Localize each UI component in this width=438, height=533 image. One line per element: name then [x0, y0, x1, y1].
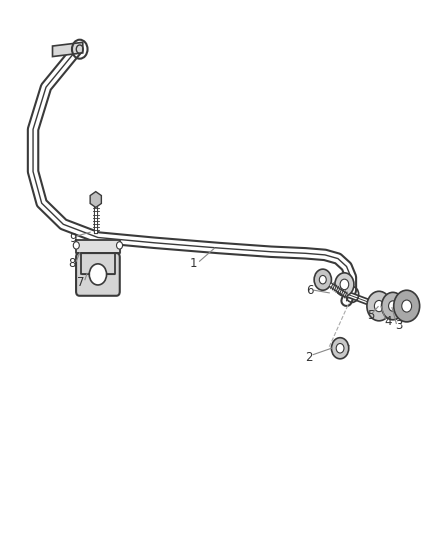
- Circle shape: [340, 279, 349, 290]
- Text: 1: 1: [189, 257, 197, 270]
- Circle shape: [332, 338, 349, 359]
- Text: 9: 9: [69, 232, 77, 245]
- Text: 6: 6: [306, 284, 314, 297]
- Circle shape: [381, 292, 404, 320]
- Circle shape: [394, 290, 420, 322]
- Circle shape: [374, 301, 384, 312]
- Text: 5: 5: [367, 309, 374, 322]
- Text: 4: 4: [384, 315, 392, 328]
- Circle shape: [367, 292, 391, 321]
- Circle shape: [389, 301, 397, 311]
- FancyBboxPatch shape: [76, 253, 120, 296]
- Circle shape: [89, 264, 106, 285]
- Circle shape: [319, 276, 326, 284]
- Circle shape: [335, 273, 354, 296]
- Polygon shape: [76, 240, 120, 274]
- Text: 2: 2: [305, 351, 313, 364]
- Circle shape: [402, 300, 412, 312]
- Text: 3: 3: [395, 319, 403, 332]
- Circle shape: [314, 269, 332, 290]
- Circle shape: [117, 241, 123, 249]
- Polygon shape: [53, 42, 83, 56]
- Text: 7: 7: [77, 276, 85, 289]
- Text: 8: 8: [68, 257, 76, 270]
- Circle shape: [73, 241, 79, 249]
- Circle shape: [336, 343, 344, 353]
